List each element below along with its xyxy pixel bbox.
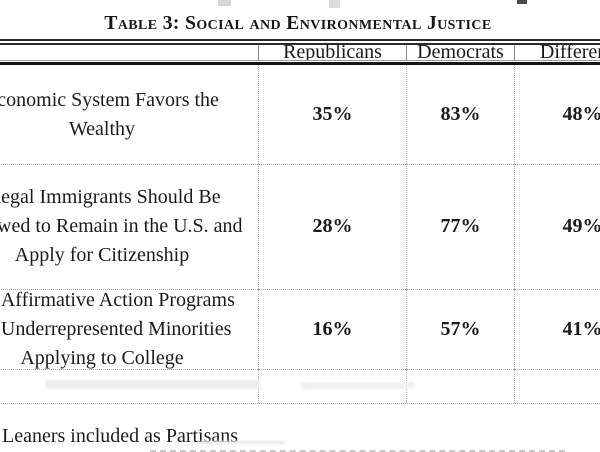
border-gap bbox=[0, 61, 600, 62]
border-line bbox=[0, 43, 600, 45]
scan-artifact bbox=[517, 0, 527, 4]
value-democrats: 57% bbox=[406, 289, 514, 369]
scan-artifact bbox=[329, 0, 340, 8]
value-democrats: 77% bbox=[406, 164, 514, 289]
row-label: Illegal Immigrants Should Be Allowed to … bbox=[0, 186, 243, 266]
scan-artifact bbox=[218, 0, 231, 6]
border-line bbox=[0, 39, 600, 41]
border-line bbox=[0, 62, 600, 65]
border-line bbox=[0, 60, 600, 61]
value-republicans: 28% bbox=[258, 164, 406, 289]
table-header-row: Republicans Democrats Difference bbox=[0, 41, 600, 63]
column-header-democrats: Democrats bbox=[406, 41, 514, 63]
table-footnote: Leaners included as Partisans bbox=[2, 425, 239, 447]
table-row: For Affirmative Action Programs for Unde… bbox=[0, 289, 600, 370]
value-difference: 41% bbox=[514, 289, 600, 369]
table-top-border bbox=[0, 39, 600, 45]
column-header-republicans: Republicans bbox=[258, 41, 406, 63]
value-difference: 48% bbox=[514, 65, 600, 164]
value-democrats: 83% bbox=[406, 65, 514, 164]
header-bottom-border bbox=[0, 60, 600, 65]
border-gap bbox=[0, 41, 600, 43]
value-republicans: 35% bbox=[258, 65, 406, 164]
empty-cell bbox=[514, 369, 600, 403]
table-row: Illegal Immigrants Should Be Allowed to … bbox=[0, 164, 600, 290]
scan-artifact bbox=[200, 441, 285, 444]
value-difference: 49% bbox=[514, 164, 600, 289]
column-header-empty bbox=[0, 45, 258, 60]
row-label: For Affirmative Action Programs for Unde… bbox=[0, 288, 235, 369]
scan-artifact bbox=[45, 380, 260, 389]
column-header-difference: Difference bbox=[514, 41, 600, 63]
table-title: Table 3: Social and Environmental Justic… bbox=[104, 13, 492, 34]
cropped-next-line-fragment bbox=[150, 450, 565, 452]
empty-cell bbox=[406, 369, 514, 403]
value-republicans: 16% bbox=[258, 289, 406, 369]
scan-artifact bbox=[300, 382, 415, 389]
table-row: Economic System Favors the Wealthy 35% 8… bbox=[0, 65, 600, 165]
row-label: Economic System Favors the Wealthy bbox=[0, 88, 219, 140]
